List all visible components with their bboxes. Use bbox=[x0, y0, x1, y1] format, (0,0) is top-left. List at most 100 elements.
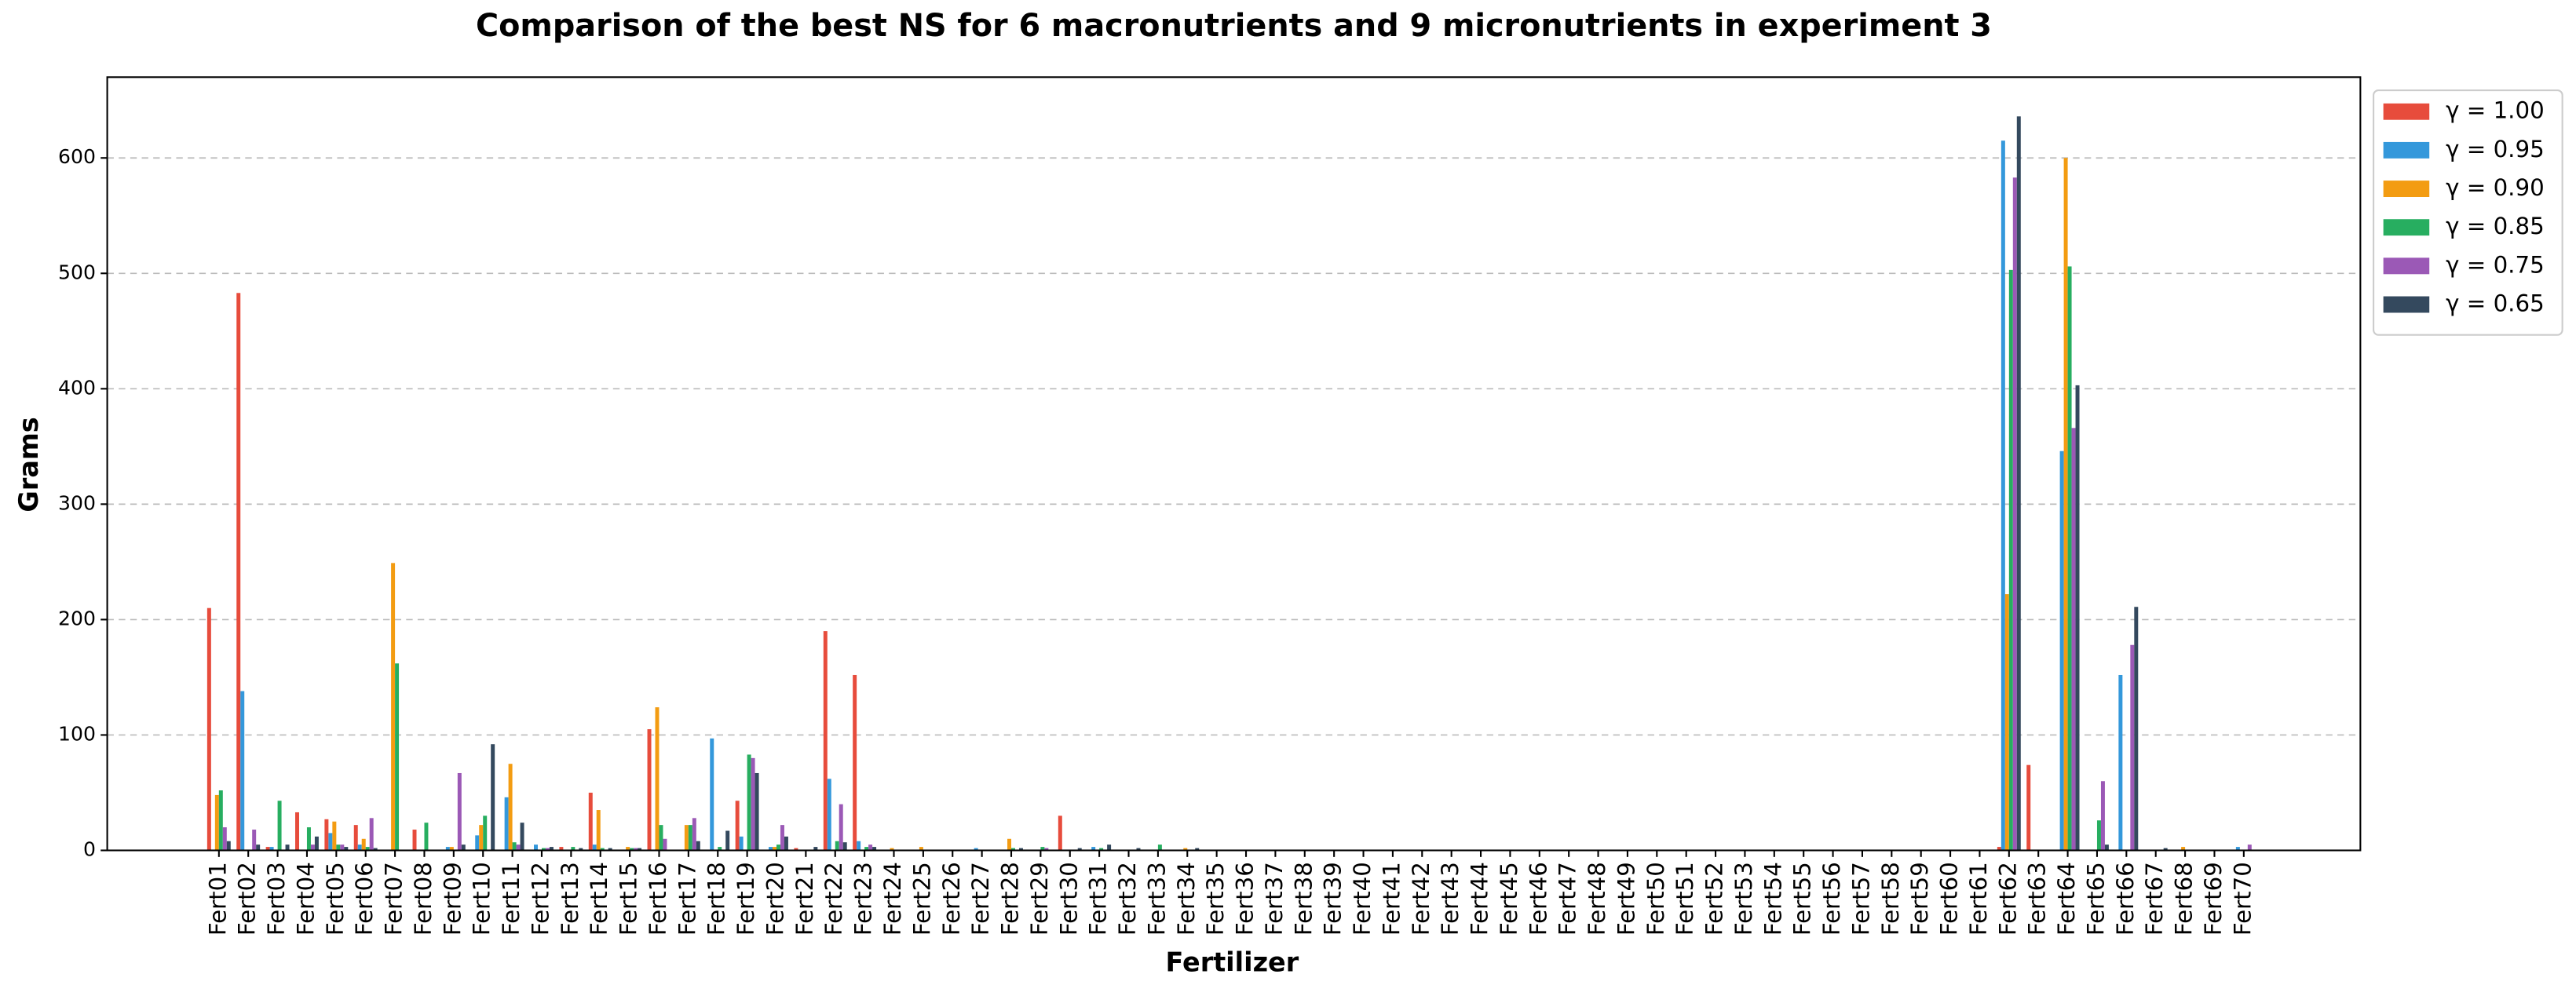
bar bbox=[2075, 385, 2080, 851]
bar bbox=[1997, 847, 2001, 851]
bar bbox=[2067, 266, 2072, 851]
x-tick-label: Fert04 bbox=[292, 862, 319, 936]
y-axis-label: Grams bbox=[13, 417, 44, 512]
bar bbox=[412, 830, 417, 851]
y-tick-label: 600 bbox=[58, 145, 96, 168]
bar bbox=[608, 848, 612, 851]
x-tick-label: Fert07 bbox=[381, 862, 407, 936]
bar bbox=[2130, 644, 2135, 851]
x-tick-label: Fert06 bbox=[351, 862, 378, 936]
bar bbox=[1183, 848, 1188, 851]
bar bbox=[516, 845, 521, 851]
bar bbox=[328, 833, 333, 851]
bar bbox=[512, 842, 517, 851]
bar bbox=[780, 825, 784, 851]
bar bbox=[751, 757, 755, 851]
legend-swatch bbox=[2383, 296, 2430, 313]
bar bbox=[1077, 848, 1082, 851]
x-tick-label: Fert05 bbox=[322, 862, 349, 936]
bar bbox=[240, 691, 245, 851]
bar bbox=[265, 847, 270, 851]
bar bbox=[710, 738, 714, 851]
x-tick-label: Fert69 bbox=[2200, 862, 2227, 936]
bar bbox=[483, 815, 488, 851]
legend-swatch bbox=[2383, 141, 2430, 159]
bar bbox=[600, 848, 605, 851]
bar bbox=[2235, 847, 2240, 851]
x-tick-label: Fert46 bbox=[1525, 862, 1551, 936]
x-tick-label: Fert30 bbox=[1055, 862, 1082, 936]
bar bbox=[369, 818, 374, 851]
bar bbox=[735, 801, 740, 851]
x-tick-label: Fert49 bbox=[1613, 862, 1639, 936]
legend-swatch bbox=[2383, 257, 2430, 275]
bar bbox=[269, 847, 274, 851]
legend-swatch bbox=[2383, 103, 2430, 120]
x-tick-label: Fert52 bbox=[1701, 862, 1728, 936]
bar bbox=[214, 794, 219, 851]
x-tick-label: Fert28 bbox=[997, 862, 1024, 936]
x-tick-label: Fert17 bbox=[674, 862, 700, 936]
x-tick-label: Fert59 bbox=[1906, 862, 1933, 936]
x-tick-label: Fert44 bbox=[1467, 862, 1493, 936]
bar bbox=[461, 845, 466, 851]
y-tick-label: 300 bbox=[58, 491, 96, 514]
x-tick-label: Fert24 bbox=[879, 862, 906, 936]
bar bbox=[306, 827, 311, 851]
x-tick-label: Fert10 bbox=[469, 862, 495, 936]
bar bbox=[218, 790, 223, 851]
bar bbox=[475, 835, 480, 851]
bar bbox=[344, 847, 349, 851]
x-tick-label: Fert32 bbox=[1114, 862, 1141, 936]
x-tick-label: Fert70 bbox=[2229, 862, 2256, 936]
y-tick-label: 0 bbox=[83, 837, 96, 860]
bar bbox=[696, 841, 700, 851]
x-axis-label: Fertilizer bbox=[1166, 947, 1299, 977]
bar bbox=[718, 847, 722, 851]
y-tick-label: 100 bbox=[58, 722, 96, 745]
bar bbox=[2004, 594, 2009, 851]
x-tick-label: Fert12 bbox=[527, 862, 554, 936]
legend-label: γ = 0.65 bbox=[2446, 290, 2545, 317]
bar bbox=[827, 779, 831, 851]
x-tick-label: Fert63 bbox=[2024, 862, 2051, 936]
y-tick-label: 400 bbox=[58, 376, 96, 399]
bar bbox=[457, 772, 462, 851]
plot-frame bbox=[106, 76, 2362, 852]
x-tick-label: Fert11 bbox=[498, 862, 524, 936]
bar bbox=[252, 830, 257, 851]
bar bbox=[2181, 847, 2186, 851]
x-tick-label: Fert08 bbox=[410, 862, 437, 936]
bar bbox=[596, 810, 601, 851]
legend-label: γ = 0.85 bbox=[2446, 213, 2545, 239]
bar bbox=[2008, 269, 2013, 851]
bar bbox=[1195, 848, 1200, 851]
bar bbox=[2016, 116, 2021, 851]
bar bbox=[692, 818, 696, 851]
x-tick-label: Fert57 bbox=[1847, 862, 1874, 936]
bar bbox=[1018, 848, 1023, 851]
x-tick-label: Fert34 bbox=[1173, 862, 1200, 936]
bar bbox=[2001, 140, 2005, 851]
bar bbox=[479, 825, 484, 851]
x-tick-label: Fert38 bbox=[1290, 862, 1317, 936]
bar bbox=[2012, 177, 2017, 851]
x-tick-label: Fert43 bbox=[1437, 862, 1463, 936]
x-tick-label: Fert01 bbox=[204, 862, 231, 936]
bar bbox=[688, 825, 692, 851]
x-tick-label: Fert60 bbox=[1936, 862, 1963, 936]
legend-label: γ = 1.00 bbox=[2446, 97, 2545, 124]
x-tick-label: Fert65 bbox=[2082, 862, 2109, 936]
bar bbox=[663, 838, 667, 851]
x-tick-label: Fert02 bbox=[234, 862, 261, 936]
x-tick-label: Fert15 bbox=[616, 862, 642, 936]
chart-title: Comparison of the best NS for 6 macronut… bbox=[476, 8, 1992, 44]
bar bbox=[1007, 838, 1012, 851]
bar bbox=[2026, 764, 2031, 851]
x-tick-label: Fert18 bbox=[703, 862, 730, 936]
bar bbox=[332, 821, 337, 851]
bar bbox=[784, 836, 788, 851]
x-tick-label: Fert54 bbox=[1759, 862, 1786, 936]
x-tick-label: Fert27 bbox=[967, 862, 994, 936]
bar bbox=[571, 847, 575, 851]
